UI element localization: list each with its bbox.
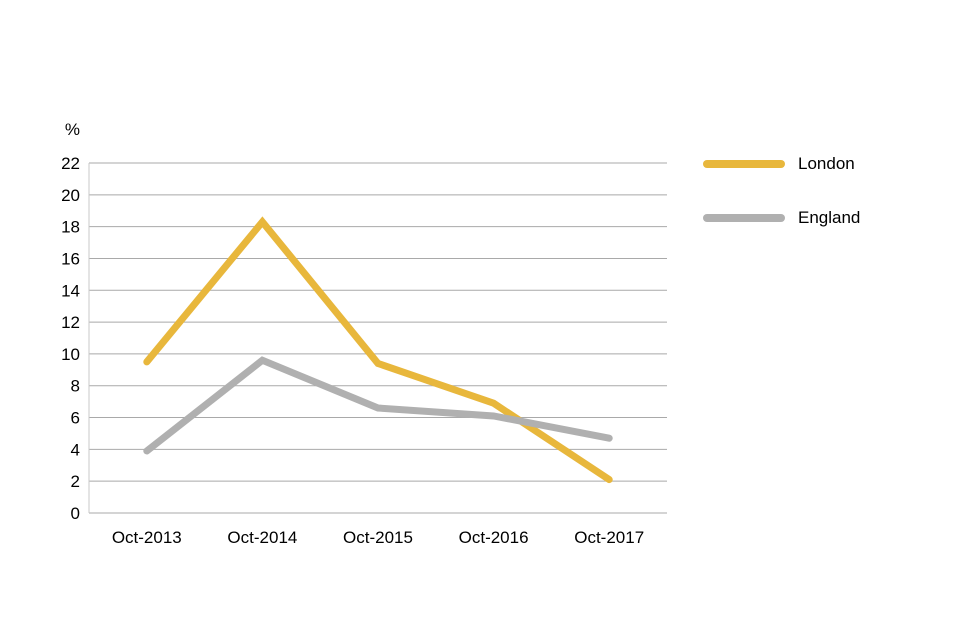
x-tick-label: Oct-2016 (459, 528, 529, 547)
y-tick-label: 2 (71, 472, 80, 491)
x-tick-label: Oct-2013 (112, 528, 182, 547)
chart-legend: London England (703, 150, 860, 232)
legend-label-london: London (798, 154, 855, 173)
y-tick-label: 18 (61, 218, 80, 237)
y-tick-label: 4 (71, 440, 80, 459)
legend-item-london: London (703, 150, 860, 178)
y-tick-label: 6 (71, 409, 80, 428)
y-tick-label: 0 (71, 504, 80, 523)
y-axis-unit-label: % (64, 120, 80, 139)
x-tick-label: Oct-2014 (227, 528, 297, 547)
legend-label-england: England (798, 208, 861, 227)
england-line-swatch (703, 214, 785, 222)
legend-item-england: England (703, 204, 860, 232)
series-line-london (143, 216, 613, 484)
x-tick-label: Oct-2017 (574, 528, 644, 547)
series-line-england (143, 356, 613, 455)
y-tick-label: 8 (71, 377, 80, 396)
london-line-swatch (703, 160, 785, 168)
x-tick-label: Oct-2015 (343, 528, 413, 547)
y-tick-label: 16 (61, 249, 80, 268)
y-tick-label: 14 (61, 281, 80, 300)
y-tick-label: 20 (61, 186, 80, 205)
y-tick-label: 12 (61, 313, 80, 332)
y-tick-label: 10 (61, 345, 80, 364)
y-tick-label: 22 (61, 154, 80, 173)
